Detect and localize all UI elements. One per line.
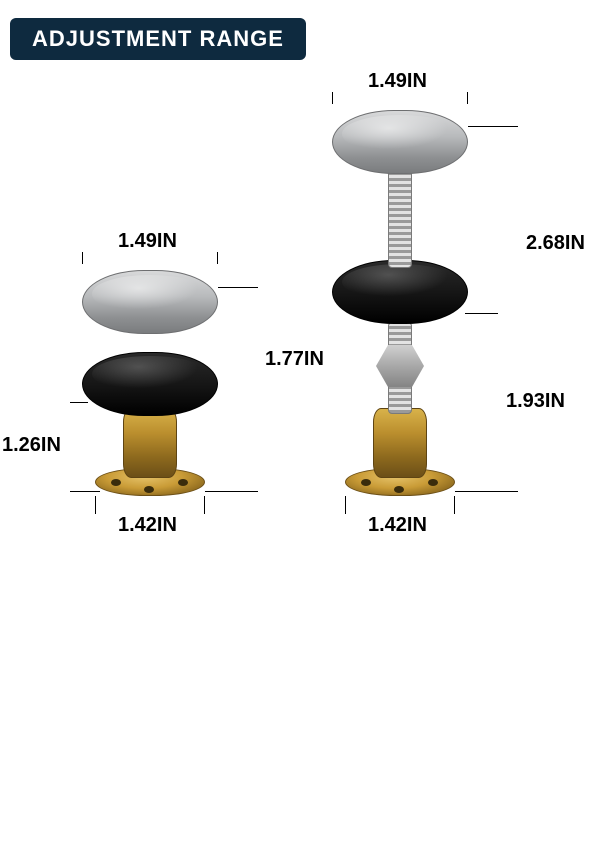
dim-tick: [467, 92, 468, 104]
left-height-label: 1.77IN: [265, 348, 324, 371]
right-height-label: 2.68IN: [526, 232, 585, 255]
right-cap-label: 1.49IN: [368, 70, 427, 93]
title-text: ADJUSTMENT RANGE: [32, 26, 284, 51]
left-pad: [82, 352, 218, 416]
dim-tick: [218, 287, 258, 288]
right-height-dim-line: [0, 297, 1, 663]
dim-tick: [332, 92, 333, 104]
left-barrel: [123, 408, 177, 478]
right-cap: [332, 110, 468, 174]
left-height-dim-line: [0, 1, 1, 205]
dim-tick: [205, 491, 258, 492]
left-cap: [82, 270, 218, 334]
dim-tick: [82, 252, 83, 264]
dim-tick: [465, 313, 498, 314]
dim-tick: [345, 496, 346, 514]
right-nut: [376, 345, 424, 387]
dim-tick: [217, 252, 218, 264]
dim-tick: [70, 402, 88, 403]
dim-tick: [454, 496, 455, 514]
right-screw-upper: [388, 168, 412, 268]
left-cap-dim-line: [0, 0, 136, 1]
title-bar: ADJUSTMENT RANGE: [10, 18, 306, 60]
dim-tick: [468, 126, 518, 127]
dim-tick: [455, 491, 498, 492]
dim-tick: [70, 491, 100, 492]
right-barrel: [373, 408, 427, 478]
right-flange-label: 1.42IN: [368, 514, 427, 537]
left-barrel-dim-line: [0, 205, 1, 295]
diagram-stage: ADJUSTMENT RANGE 1.49IN 1.77IN 1.26IN 1.…: [0, 0, 600, 600]
left-barrel-label: 1.26IN: [2, 434, 61, 457]
right-barrel-dim-line: [0, 663, 1, 842]
dim-tick: [95, 496, 96, 514]
dim-tick: [204, 496, 205, 514]
left-cap-label: 1.49IN: [118, 230, 177, 253]
right-pad: [332, 260, 468, 324]
right-barrel-label: 1.93IN: [506, 390, 565, 413]
left-flange-label: 1.42IN: [118, 514, 177, 537]
